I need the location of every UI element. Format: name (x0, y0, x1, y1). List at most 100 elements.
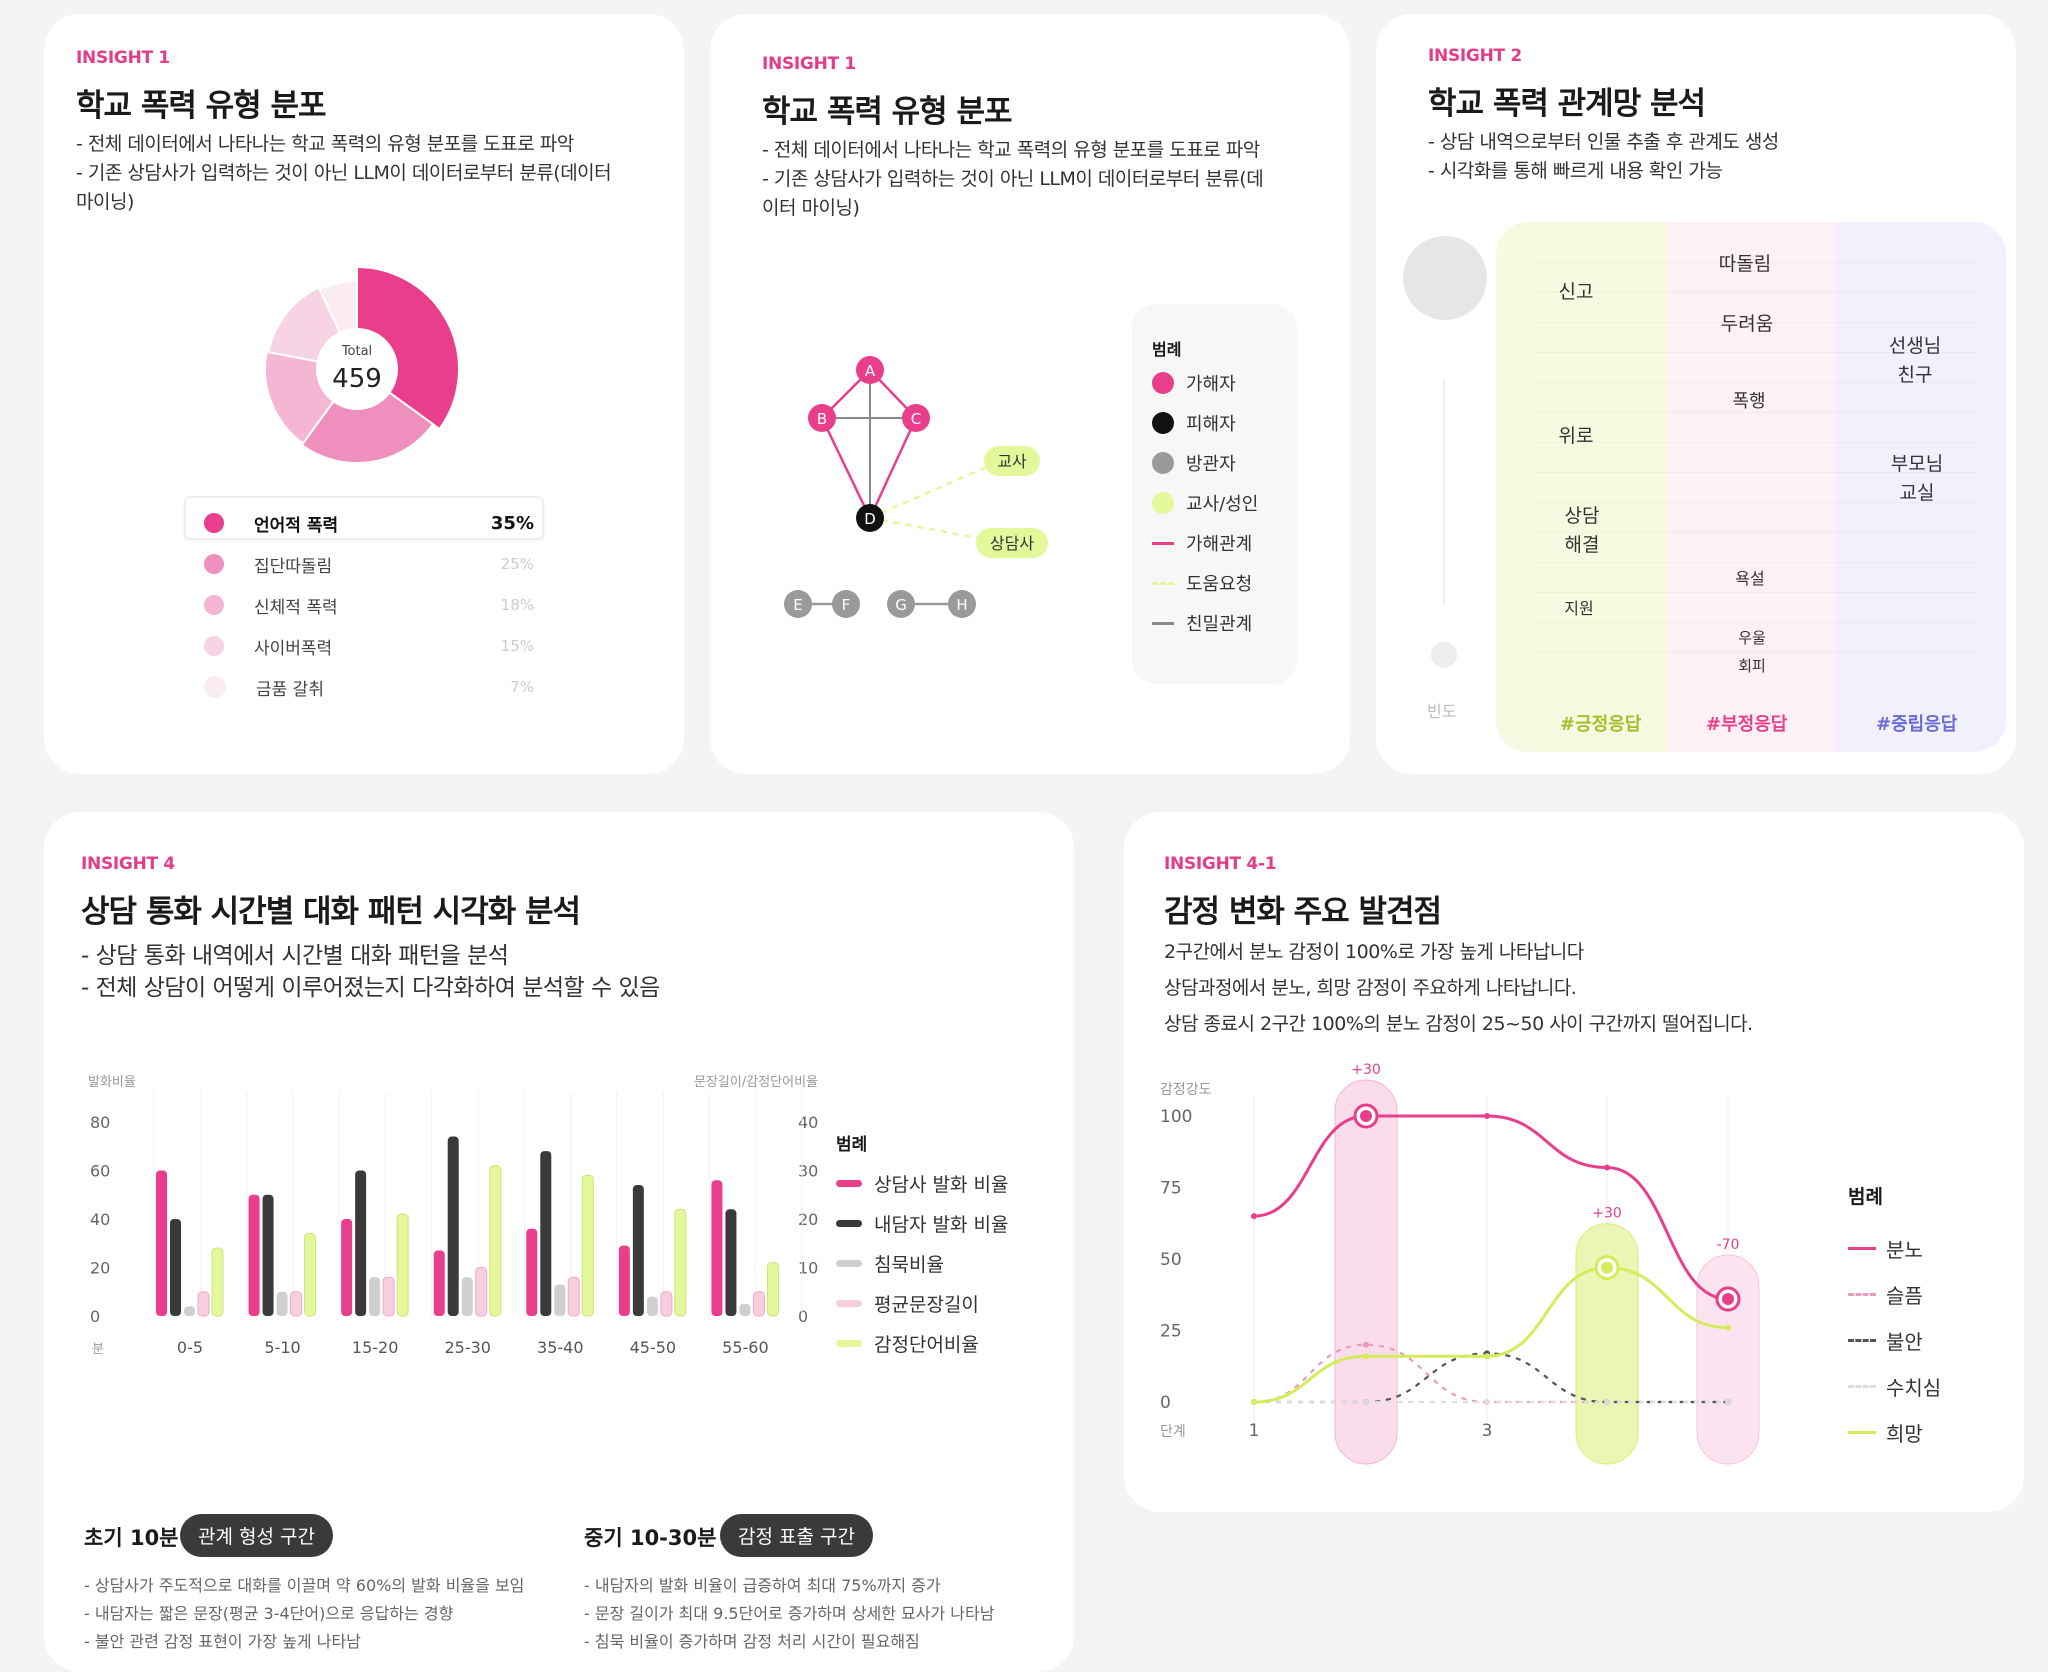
bar[interactable] (660, 1291, 673, 1317)
type-row[interactable]: 사이버폭력 15% (204, 633, 534, 659)
data-point[interactable] (1484, 1353, 1490, 1360)
type-row[interactable]: 언어적 폭력 35% (204, 510, 534, 536)
graph-node[interactable]: G (887, 590, 915, 618)
x-axis-label: 분 (92, 1342, 104, 1357)
bar[interactable] (752, 1291, 765, 1317)
data-point[interactable] (1484, 1113, 1490, 1119)
bar[interactable] (632, 1185, 644, 1316)
bar[interactable] (369, 1277, 381, 1316)
legend-marker (1152, 372, 1174, 394)
bar[interactable] (304, 1233, 317, 1317)
series-line[interactable] (1253, 1266, 1729, 1404)
bar[interactable] (540, 1151, 552, 1316)
legend-label: 내담자 발화 비율 (874, 1214, 1009, 1236)
series-line[interactable] (1254, 1352, 1728, 1404)
bar[interactable] (766, 1262, 779, 1317)
bar[interactable] (567, 1276, 580, 1317)
graph-node[interactable]: D (856, 504, 884, 532)
bar[interactable] (581, 1174, 594, 1317)
bar[interactable] (618, 1245, 630, 1316)
bar[interactable] (355, 1170, 367, 1317)
data-point[interactable] (1604, 1164, 1610, 1171)
bar[interactable] (156, 1170, 167, 1317)
pie-slice[interactable] (318, 279, 358, 335)
cloud-word[interactable]: 두려움 (1720, 313, 1774, 335)
bar[interactable] (554, 1284, 566, 1316)
data-point[interactable] (1363, 1353, 1369, 1360)
key-point-core (1601, 1261, 1613, 1274)
y-tick-label: 20 (90, 1259, 110, 1278)
graph-node[interactable]: A (856, 356, 884, 384)
graph-node[interactable]: B (808, 404, 836, 432)
data-point[interactable] (1251, 1213, 1257, 1220)
list-item[interactable] (184, 496, 544, 540)
bar[interactable] (248, 1194, 260, 1316)
data-point[interactable] (1363, 1341, 1369, 1348)
bar[interactable] (262, 1194, 274, 1316)
bar[interactable] (170, 1219, 181, 1316)
frequency-bubble-large (1403, 236, 1487, 320)
bar[interactable] (739, 1303, 751, 1316)
svg-text:B: B (817, 410, 827, 428)
bar[interactable] (461, 1277, 473, 1316)
bar[interactable] (489, 1165, 502, 1317)
data-point[interactable] (1725, 1399, 1731, 1405)
graph-node[interactable]: H (948, 590, 976, 618)
pie-slice[interactable] (264, 350, 335, 445)
pie-slice[interactable] (356, 265, 460, 431)
data-point[interactable] (1725, 1324, 1731, 1331)
type-color-dot (204, 595, 224, 615)
legend-label: 평균문장길이 (874, 1294, 979, 1316)
bar[interactable] (433, 1250, 445, 1316)
bar[interactable] (646, 1296, 658, 1316)
key-point-core (1360, 1110, 1372, 1122)
bar[interactable] (674, 1208, 687, 1317)
type-percent: 35% (490, 512, 534, 534)
bar[interactable] (447, 1136, 459, 1316)
bar[interactable] (396, 1213, 409, 1317)
data-point[interactable] (1251, 1399, 1257, 1405)
cloud-word[interactable]: 폭행 (1732, 391, 1766, 412)
bar[interactable] (711, 1180, 723, 1316)
bar[interactable] (197, 1291, 210, 1317)
graph-node-counselor[interactable]: 상담사 (976, 528, 1048, 558)
bar[interactable] (184, 1306, 195, 1316)
bar[interactable] (382, 1276, 395, 1317)
cloud-word[interactable]: 신고 (1558, 281, 1594, 303)
card-title: 학교 폭력 관계망 분석 (1428, 86, 1706, 122)
bar[interactable] (341, 1219, 353, 1316)
cloud-word[interactable]: 선생님 친구 (1888, 335, 1942, 386)
cloud-word[interactable]: 상담 해결 (1564, 505, 1600, 556)
cloud-word[interactable]: 위로 (1558, 425, 1594, 447)
bar[interactable] (475, 1267, 488, 1317)
cloud-word[interactable]: 회피 (1738, 657, 1766, 675)
y2-tick-label: 30 (798, 1162, 818, 1181)
graph-node[interactable]: E (784, 590, 812, 618)
type-row[interactable]: 신체적 폭력 18% (204, 592, 534, 618)
bar[interactable] (211, 1247, 224, 1317)
legend-item: 감정단어비율 (836, 1330, 979, 1357)
pie-slice[interactable] (267, 286, 342, 363)
bar[interactable] (725, 1209, 737, 1316)
cloud-word[interactable]: 욕설 (1735, 569, 1765, 588)
bar[interactable] (276, 1291, 288, 1316)
type-row[interactable]: 금품 갈취 7% (204, 674, 534, 700)
data-point[interactable] (1484, 1399, 1490, 1405)
data-point[interactable] (1604, 1399, 1610, 1405)
series-line[interactable] (1253, 1114, 1729, 1301)
series-line[interactable] (1253, 1343, 1728, 1404)
cloud-word[interactable]: 부모님 교실 (1890, 453, 1944, 504)
pie-slice[interactable] (300, 391, 435, 464)
graph-node-teacher[interactable]: 교사 (984, 446, 1040, 476)
graph-node[interactable]: F (832, 590, 860, 618)
bar[interactable] (526, 1228, 538, 1316)
cloud-word[interactable]: 우울 (1738, 629, 1766, 647)
type-row[interactable]: 집단따돌림 25% (204, 551, 534, 577)
graph-node[interactable]: C (902, 404, 930, 432)
data-point[interactable] (1363, 1399, 1369, 1405)
relationship-network: A B C D E F G H 교사 상담사 (784, 356, 1048, 618)
cloud-word[interactable]: 지원 (1564, 599, 1594, 618)
legend-item: 불안 (1848, 1326, 1923, 1355)
cloud-word[interactable]: 따돌림 (1718, 253, 1772, 275)
bar[interactable] (290, 1291, 303, 1317)
